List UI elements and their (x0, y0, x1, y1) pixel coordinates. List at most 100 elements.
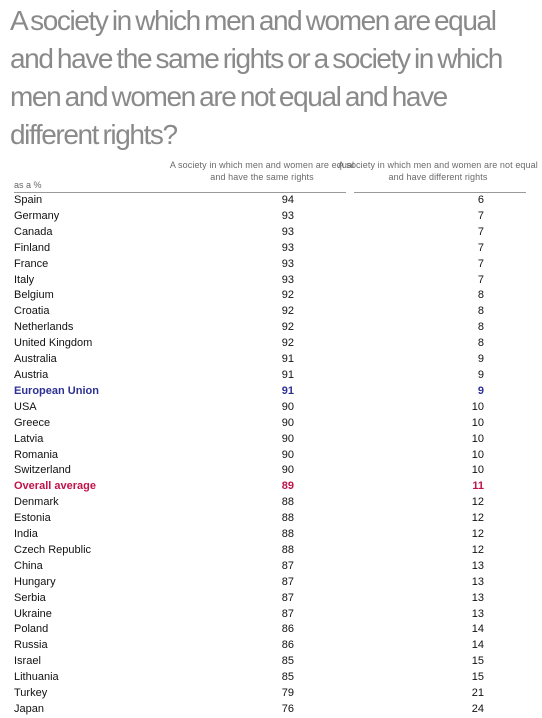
row-label: Overall average (14, 480, 96, 493)
value-equal: 91 (281, 353, 294, 366)
value-not-equal: 8 (477, 289, 484, 302)
column-gap (294, 654, 464, 670)
value-not-equal: 15 (471, 655, 484, 668)
value-equal: 93 (281, 257, 294, 270)
value-not-equal: 7 (477, 273, 484, 286)
value-not-equal: 7 (477, 257, 484, 270)
table-row: Switzerland 90 10 (0, 463, 484, 479)
row-label: China (14, 559, 43, 572)
column-gap (294, 288, 464, 304)
value-equal: 91 (281, 368, 294, 381)
value-equal: 87 (281, 591, 294, 604)
value-equal: 88 (281, 496, 294, 509)
row-label: India (14, 528, 38, 541)
column-gap (294, 368, 464, 384)
row-label: Turkey (14, 687, 48, 700)
value-equal: 90 (281, 400, 294, 413)
row-label: Belgium (14, 289, 54, 302)
column-gap (294, 607, 464, 623)
table-row: Czech Republic 88 12 (0, 543, 484, 559)
value-equal: 79 (281, 687, 294, 700)
row-label: Switzerland (14, 464, 71, 477)
row-label: Estonia (14, 512, 51, 525)
value-equal: 92 (281, 337, 294, 350)
data-table: Spain 94 6 Germany 93 7 Canada 93 7 Finland 93 7 Fra… (0, 193, 484, 718)
header-rule-right (354, 192, 526, 193)
column-gap (294, 559, 464, 575)
value-equal: 92 (281, 289, 294, 302)
column-gap (294, 225, 464, 241)
value-not-equal: 14 (471, 639, 484, 652)
row-label: Romania (14, 448, 59, 461)
row-label: Serbia (14, 591, 46, 604)
column-gap (294, 670, 464, 686)
table-row: Latvia 90 10 (0, 432, 484, 448)
row-label: Lithuania (14, 671, 59, 684)
column-gap (294, 591, 464, 607)
table-row: China 87 13 (0, 559, 484, 575)
column-gap (294, 527, 464, 543)
value-not-equal: 10 (471, 448, 484, 461)
table-row: Italy 93 7 (0, 273, 484, 289)
value-equal: 76 (281, 703, 294, 715)
column-header-equal: A society in which men and women are equ… (169, 160, 355, 182)
row-label: Czech Republic (14, 543, 92, 556)
table-row: Spain 94 6 (0, 193, 484, 209)
value-equal: 87 (281, 607, 294, 620)
table-row: Canada 93 7 (0, 225, 484, 241)
column-gap (294, 448, 464, 464)
column-gap (294, 575, 464, 591)
value-equal: 89 (281, 480, 294, 493)
value-equal: 90 (281, 432, 294, 445)
value-not-equal: 15 (471, 671, 484, 684)
table-row: Croatia 92 8 (0, 304, 484, 320)
row-label: USA (14, 400, 37, 413)
table-row: Japan 76 24 (0, 702, 484, 718)
column-gap (294, 336, 464, 352)
row-label: European Union (14, 384, 99, 397)
value-not-equal: 7 (477, 225, 484, 238)
column-gap (294, 638, 464, 654)
value-not-equal: 14 (471, 623, 484, 636)
table-row: Hungary 87 13 (0, 575, 484, 591)
column-gap (294, 193, 464, 209)
value-equal: 88 (281, 512, 294, 525)
column-gap (294, 400, 464, 416)
row-label: Greece (14, 416, 51, 429)
table-row: Austria 91 9 (0, 368, 484, 384)
value-not-equal: 13 (471, 559, 484, 572)
unit-label: as a % (14, 180, 42, 190)
value-not-equal: 6 (477, 194, 484, 206)
table-row: Finland 93 7 (0, 241, 484, 257)
column-gap (294, 241, 464, 257)
value-not-equal: 9 (477, 368, 484, 381)
value-equal: 90 (281, 448, 294, 461)
row-label: Australia (14, 353, 57, 366)
row-label: Denmark (14, 496, 59, 509)
table-row: Turkey 79 21 (0, 686, 484, 702)
table-row: India 88 12 (0, 527, 484, 543)
row-label: Croatia (14, 305, 50, 318)
value-equal: 87 (281, 559, 294, 572)
row-label: France (14, 257, 49, 270)
table-row: Israel 85 15 (0, 654, 484, 670)
row-label: Spain (14, 194, 43, 206)
value-equal: 92 (281, 305, 294, 318)
value-not-equal: 8 (477, 321, 484, 334)
value-not-equal: 9 (477, 384, 484, 397)
value-equal: 90 (281, 416, 294, 429)
table-row: Poland 86 14 (0, 622, 484, 638)
value-not-equal: 21 (471, 687, 484, 700)
value-not-equal: 12 (471, 496, 484, 509)
value-equal: 93 (281, 241, 294, 254)
row-label: Austria (14, 368, 49, 381)
value-not-equal: 13 (471, 591, 484, 604)
value-not-equal: 10 (471, 464, 484, 477)
table-row: Serbia 87 13 (0, 591, 484, 607)
header-rule-left (14, 192, 346, 193)
value-not-equal: 8 (477, 305, 484, 318)
value-not-equal: 12 (471, 512, 484, 525)
table-row: Romania 90 10 (0, 448, 484, 464)
table-row: European Union 91 9 (0, 384, 484, 400)
value-not-equal: 11 (472, 480, 484, 493)
